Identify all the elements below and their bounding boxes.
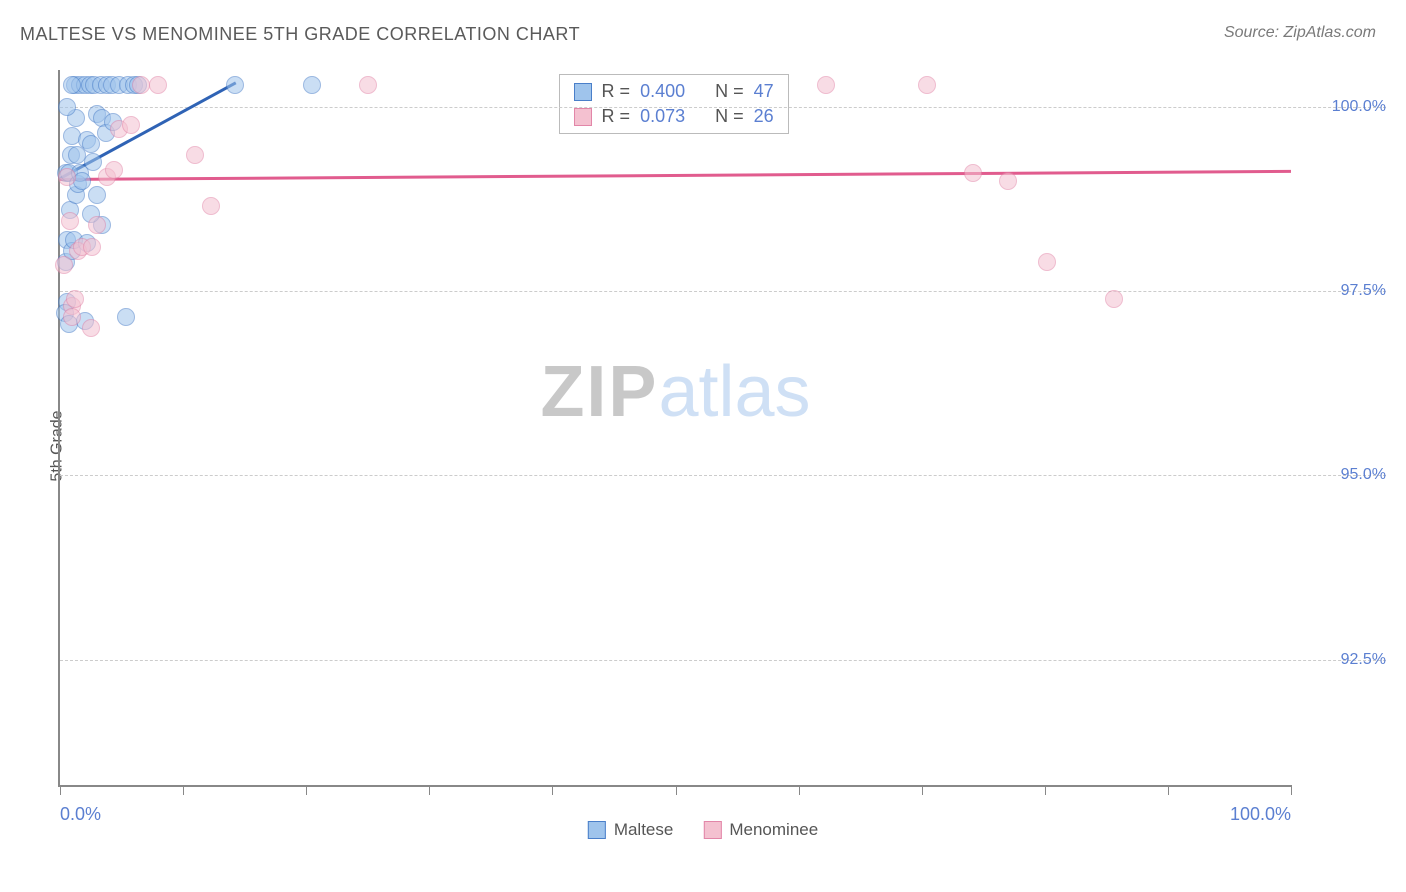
x-tick	[799, 785, 800, 795]
stats-n-value-maltese: 47	[754, 81, 774, 102]
data-point-menominee	[1105, 290, 1123, 308]
swatch-menominee-icon	[574, 108, 592, 126]
data-point-menominee	[132, 76, 150, 94]
watermark: ZIPatlas	[540, 351, 810, 433]
stats-r-label: R =	[602, 81, 631, 102]
stats-n-value-menominee: 26	[754, 106, 774, 127]
data-point-menominee	[58, 168, 76, 186]
y-tick-label: 97.5%	[1301, 282, 1386, 300]
gridline	[60, 475, 1386, 476]
data-point-menominee	[82, 319, 100, 337]
data-point-menominee	[918, 76, 936, 94]
x-tick	[183, 785, 184, 795]
x-tick	[306, 785, 307, 795]
x-tick	[922, 785, 923, 795]
data-point-menominee	[964, 164, 982, 182]
source-label: Source: ZipAtlas.com	[1224, 24, 1376, 42]
x-tick	[1045, 785, 1046, 795]
gridline	[60, 660, 1386, 661]
legend-swatch-maltese-icon	[588, 821, 606, 839]
x-tick	[429, 785, 430, 795]
data-point-maltese	[226, 76, 244, 94]
watermark-atlas: atlas	[658, 352, 810, 432]
trend-line-menominee	[60, 170, 1291, 181]
stats-n-label: N =	[715, 81, 744, 102]
data-point-maltese	[117, 308, 135, 326]
plot-area: ZIPatlas R = 0.400 N = 47 R = 0.073 N = …	[58, 70, 1291, 787]
data-point-menominee	[202, 197, 220, 215]
chart-container: MALTESE VS MENOMINEE 5TH GRADE CORRELATI…	[10, 10, 1396, 882]
data-point-menominee	[88, 216, 106, 234]
x-tick	[676, 785, 677, 795]
stats-legend-box: R = 0.400 N = 47 R = 0.073 N = 26	[559, 74, 789, 134]
data-point-maltese	[88, 186, 106, 204]
x-tick	[1168, 785, 1169, 795]
data-point-menominee	[999, 172, 1017, 190]
legend-label-menominee: Menominee	[729, 820, 818, 840]
data-point-menominee	[105, 161, 123, 179]
stats-r-label: R =	[602, 106, 631, 127]
data-point-menominee	[1038, 253, 1056, 271]
gridline	[60, 107, 1386, 108]
data-point-menominee	[149, 76, 167, 94]
y-tick-label: 95.0%	[1301, 466, 1386, 484]
stats-row-maltese: R = 0.400 N = 47	[574, 79, 774, 104]
gridline	[60, 291, 1386, 292]
swatch-maltese-icon	[574, 83, 592, 101]
data-point-menominee	[61, 212, 79, 230]
data-point-menominee	[186, 146, 204, 164]
x-tick-label: 100.0%	[1230, 804, 1291, 825]
x-tick	[1291, 785, 1292, 795]
data-point-menominee	[63, 308, 81, 326]
stats-r-value-maltese: 0.400	[640, 81, 685, 102]
bottom-legend: Maltese Menominee	[588, 820, 818, 840]
legend-item-menominee: Menominee	[703, 820, 818, 840]
stats-r-value-menominee: 0.073	[640, 106, 685, 127]
data-point-maltese	[303, 76, 321, 94]
data-point-menominee	[122, 116, 140, 134]
chart-title: MALTESE VS MENOMINEE 5TH GRADE CORRELATI…	[20, 24, 580, 45]
data-point-menominee	[817, 76, 835, 94]
x-tick-label: 0.0%	[60, 804, 101, 825]
stats-n-label: N =	[715, 106, 744, 127]
watermark-zip: ZIP	[540, 352, 658, 432]
x-tick	[60, 785, 61, 795]
data-point-menominee	[83, 238, 101, 256]
data-point-maltese	[63, 76, 81, 94]
data-point-maltese	[58, 98, 76, 116]
data-point-maltese	[68, 146, 86, 164]
x-tick	[552, 785, 553, 795]
y-tick-label: 92.5%	[1301, 651, 1386, 669]
data-point-menominee	[55, 256, 73, 274]
data-point-menominee	[359, 76, 377, 94]
y-tick-label: 100.0%	[1301, 98, 1386, 116]
legend-swatch-menominee-icon	[703, 821, 721, 839]
data-point-maltese	[84, 153, 102, 171]
legend-label-maltese: Maltese	[614, 820, 674, 840]
legend-item-maltese: Maltese	[588, 820, 674, 840]
data-point-menominee	[66, 290, 84, 308]
